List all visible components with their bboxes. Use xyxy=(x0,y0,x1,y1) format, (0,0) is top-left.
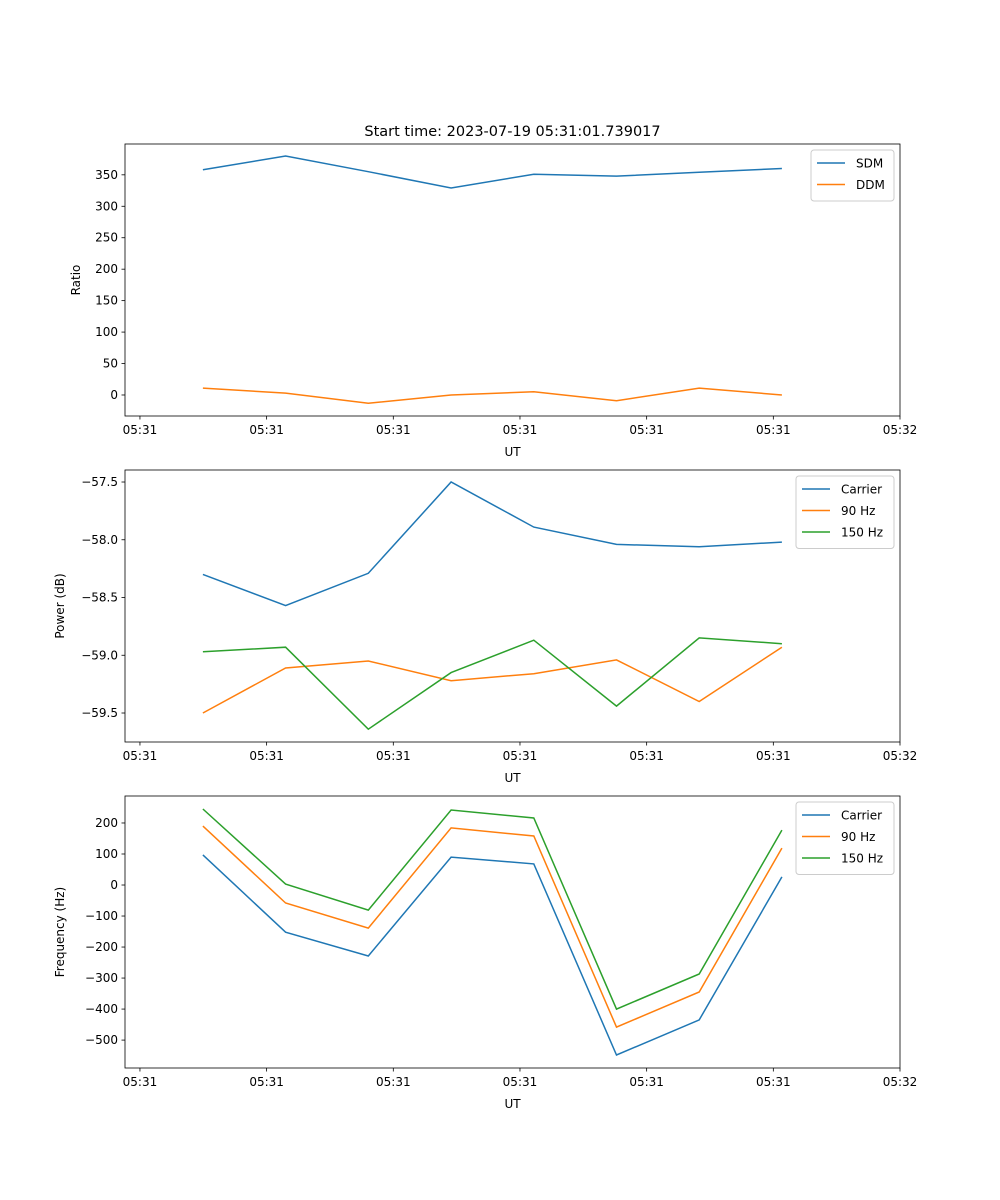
axes-frame xyxy=(124,795,901,1069)
subplot-2: 05:31 05:31 05:31 05:31 05:31 05:31 05:32 −59.5… xyxy=(53,469,918,785)
legend-label: Carrier xyxy=(841,809,882,823)
legend-label: 90 Hz xyxy=(841,830,875,844)
y-tick-label: 300 xyxy=(95,199,118,213)
y-tick-label: 150 xyxy=(95,294,118,308)
y-tick-label: 0 xyxy=(110,388,118,402)
legend: Carrier 90 Hz 150 Hz xyxy=(795,475,895,549)
series-line-90-hz xyxy=(202,646,783,714)
x-tick-label: 05:31 xyxy=(249,423,284,437)
subplot-1: 05:31 05:31 05:31 05:31 05:31 05:31 05:32 0 50 10… xyxy=(69,124,917,459)
legend: Carrier 90 Hz 150 Hz xyxy=(795,801,895,875)
x-axis-label: UT xyxy=(504,1097,521,1111)
y-tick-label: −58.0 xyxy=(81,533,118,547)
legend: SDM DDM xyxy=(810,149,895,202)
legend-label: 150 Hz xyxy=(841,852,883,866)
x-tick-label: 05:31 xyxy=(123,423,158,437)
series-line-carrier xyxy=(202,854,783,1056)
x-tick-label: 05:31 xyxy=(756,749,791,763)
y-tick-label: −59.0 xyxy=(81,648,118,662)
y-tick-label: 100 xyxy=(95,325,118,339)
y-axis-label: Power (dB) xyxy=(53,573,67,638)
y-tick-label: −57.5 xyxy=(81,475,118,489)
y-tick-label: −58.5 xyxy=(81,591,118,605)
y-tick-label: 100 xyxy=(95,847,118,861)
x-tick-label: 05:31 xyxy=(756,423,791,437)
x-axis-label: UT xyxy=(504,445,521,459)
x-tick-label: 05:31 xyxy=(629,749,664,763)
x-tick-label: 05:31 xyxy=(629,1075,664,1089)
series-line-150-hz xyxy=(202,808,783,1011)
x-tick-label: 05:31 xyxy=(629,423,664,437)
x-tick-label: 05:31 xyxy=(249,1075,284,1089)
subplot-3: 05:31 05:31 05:31 05:31 05:31 05:31 05:32 −500 −… xyxy=(53,795,918,1111)
y-tick-label: 250 xyxy=(95,231,118,245)
y-tick-label: 200 xyxy=(95,816,118,830)
y-axis-label: Ratio xyxy=(69,265,83,296)
x-tick-label: 05:31 xyxy=(503,1075,538,1089)
x-axis-label: UT xyxy=(504,771,521,785)
y-axis-label: Frequency (Hz) xyxy=(53,887,67,978)
x-tick-label: 05:32 xyxy=(883,1075,918,1089)
legend-label: 90 Hz xyxy=(841,504,875,518)
series-line-ddm xyxy=(202,387,782,404)
legend-box xyxy=(795,801,895,875)
legend-label: Carrier xyxy=(841,483,882,497)
x-tick-label: 05:31 xyxy=(503,423,538,437)
y-tick-label: −100 xyxy=(85,909,118,923)
series-line-90-hz xyxy=(202,825,783,1029)
legend-label: 150 Hz xyxy=(841,526,883,540)
y-tick-label: −200 xyxy=(85,940,118,954)
chart-title: Start time: 2023-07-19 05:31:01.739017 xyxy=(364,124,660,140)
x-tick-label: 05:31 xyxy=(376,423,411,437)
x-tick-label: 05:31 xyxy=(376,749,411,763)
y-tick-label: −300 xyxy=(85,971,118,985)
axes-frame xyxy=(124,143,901,417)
x-tick-label: 05:31 xyxy=(123,749,158,763)
y-tick-label: 0 xyxy=(110,878,118,892)
x-tick-label: 05:31 xyxy=(756,1075,791,1089)
legend-label: SDM xyxy=(856,157,883,171)
axes-frame xyxy=(124,469,901,743)
series-line-carrier xyxy=(202,481,782,607)
legend-box xyxy=(795,475,895,549)
x-tick-label: 05:31 xyxy=(249,749,284,763)
x-tick-label: 05:31 xyxy=(503,749,538,763)
x-tick-label: 05:32 xyxy=(883,749,918,763)
x-tick-label: 05:31 xyxy=(123,1075,158,1089)
y-tick-label: 50 xyxy=(103,357,118,371)
series-line-150-hz xyxy=(202,637,782,731)
y-tick-label: 200 xyxy=(95,262,118,276)
y-tick-label: −400 xyxy=(85,1002,118,1016)
x-tick-label: 05:31 xyxy=(376,1075,411,1089)
y-tick-label: −59.5 xyxy=(81,706,118,720)
y-tick-label: −500 xyxy=(85,1033,118,1047)
y-tick-label: 350 xyxy=(95,168,118,182)
legend-label: DDM xyxy=(856,178,885,192)
series-line-sdm xyxy=(202,155,782,189)
x-tick-label: 05:32 xyxy=(883,423,918,437)
